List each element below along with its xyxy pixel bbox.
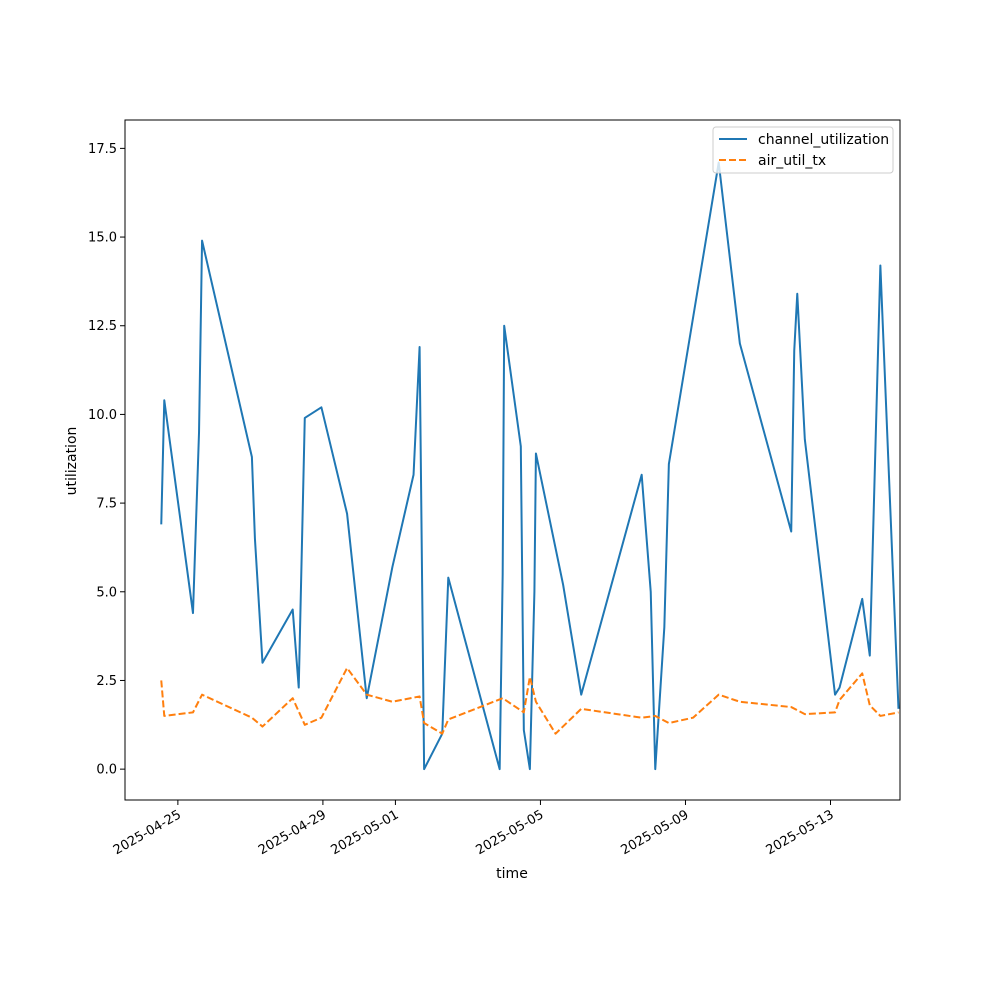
y-tick-label: 7.5 xyxy=(96,497,117,512)
y-axis-label: utilization xyxy=(64,427,80,496)
series-line-channel-utilization xyxy=(160,161,900,771)
x-axis-label: time xyxy=(496,866,528,882)
y-tick-label: 2.5 xyxy=(96,674,117,689)
y-tick-label: 15.0 xyxy=(88,231,117,246)
series-line-air-util-tx xyxy=(160,667,899,735)
y-tick-label: 5.0 xyxy=(96,585,117,600)
y-axis: 0.0 2.5 5.0 7.5 10.0 12.5 15.0 17.5 xyxy=(88,142,125,778)
y-tick-label: 17.5 xyxy=(88,142,117,157)
y-tick-label: 0.0 xyxy=(96,763,117,778)
y-tick-label: 12.5 xyxy=(88,319,117,334)
series-layer xyxy=(160,161,900,771)
y-tick-label: 10.0 xyxy=(88,408,117,423)
legend: channel_utilization air_util_tx xyxy=(712,126,894,174)
legend-box xyxy=(712,126,894,174)
plot-area-frame xyxy=(124,119,901,801)
legend-label-channel-utilization: channel_utilization xyxy=(758,132,889,148)
legend-label-air-util-tx: air_util_tx xyxy=(758,153,826,169)
